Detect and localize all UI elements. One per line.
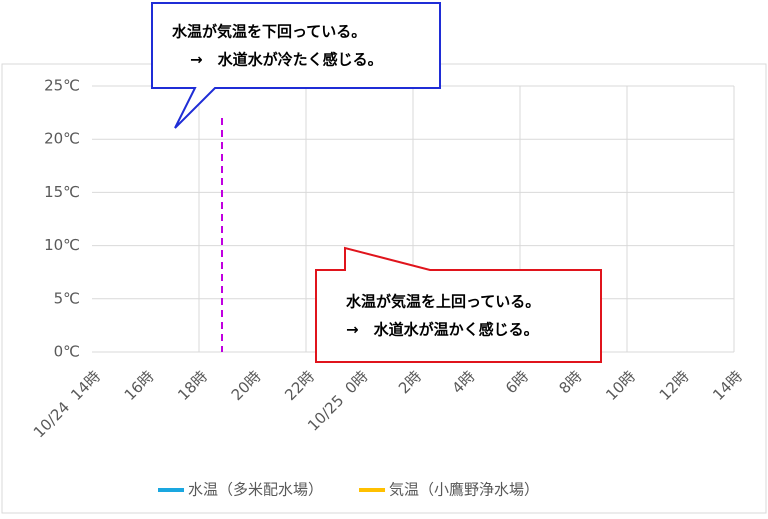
annotation-line: 水温が気温を下回っている。 (172, 23, 366, 41)
callout-box (151, 2, 441, 129)
y-tick-label: 5℃ (54, 289, 80, 307)
y-tick-label: 20℃ (44, 130, 80, 148)
y-tick-label: 25℃ (44, 77, 80, 95)
callout-box (315, 246, 602, 363)
y-tick-label: 10℃ (44, 236, 80, 254)
annotation-line: 水温が気温を上回っている。 (346, 293, 540, 311)
legend-label: 気温（小鷹野浄水場） (389, 481, 539, 499)
legend-label: 水温（多米配水場） (188, 481, 323, 499)
y-tick-label: 15℃ (44, 183, 80, 201)
annotation-line: → 水道水が冷たく感じる。 (190, 51, 383, 69)
y-tick-label: 0℃ (54, 343, 80, 361)
annotation-line: → 水道水が温かく感じる。 (346, 321, 539, 339)
